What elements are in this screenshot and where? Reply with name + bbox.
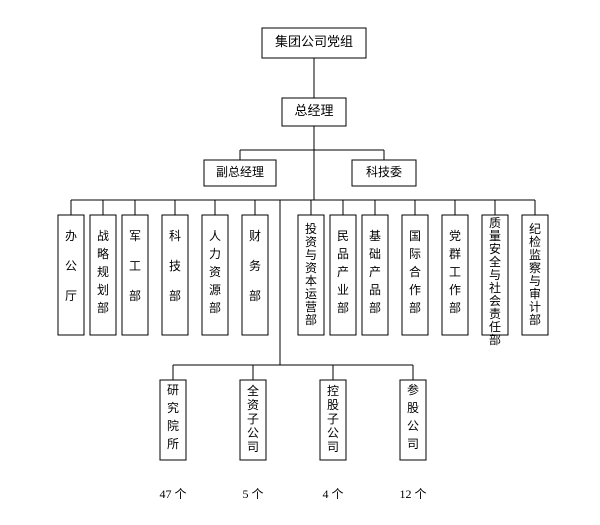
count-1: 5 个 <box>242 487 263 501</box>
vgm-label: 副总经理 <box>216 165 264 179</box>
dept-6-label: 投资与资本运营部 <box>305 221 317 327</box>
dept-9-label: 国际合作部 <box>409 229 421 315</box>
dept-4: 人力资源部 <box>202 215 228 335</box>
dept-8: 基础产品部 <box>362 215 388 335</box>
dept-6: 投资与资本运营部 <box>298 215 324 335</box>
sub-1-label: 全资子公司 <box>247 383 259 454</box>
count-2: 4 个 <box>322 487 343 501</box>
dept-12-label: 纪检监察与审计部 <box>529 222 541 327</box>
dept-10-label: 党群工作部 <box>449 228 461 315</box>
dept-8-label: 基础产品部 <box>369 229 381 315</box>
sub-2: 控股子公司 <box>320 380 346 460</box>
department-row: 办公厅 战略规划部 军工部 科技部 人力资源部 财务部 投资与资本运营部 民品产业部 基础产品部… <box>58 215 548 347</box>
dept-11: 质量安全与社会责任部 <box>482 215 508 347</box>
sub-0: 研究院所 <box>160 380 186 460</box>
dept-3: 科技部 <box>162 215 188 335</box>
dept-1-label: 战略规划部 <box>97 229 109 315</box>
dept-4-label: 人力资源部 <box>209 229 221 315</box>
dept-2: 军工部 <box>122 215 148 335</box>
dept-5: 财务部 <box>242 215 268 335</box>
subsidiary-row: 研究院所 全资子公司 控股子公司 参股公司 <box>160 380 426 460</box>
dept-3-label: 科技部 <box>169 229 181 303</box>
dept-7-label: 民品产业部 <box>337 229 349 315</box>
dept-10: 党群工作部 <box>442 215 468 335</box>
dept-7: 民品产业部 <box>330 215 356 335</box>
sub-1: 全资子公司 <box>240 380 266 460</box>
count-3: 12 个 <box>399 487 426 501</box>
node-gm: 总经理 <box>282 98 346 126</box>
count-0: 47 个 <box>159 487 186 501</box>
dept-9: 国际合作部 <box>402 215 428 335</box>
dept-12: 纪检监察与审计部 <box>522 215 548 335</box>
node-vgm: 副总经理 <box>204 160 276 186</box>
dept-11-label: 质量安全与社会责任部 <box>489 216 501 347</box>
root-label: 集团公司党组 <box>275 34 353 49</box>
dept-2-label: 军工部 <box>129 229 141 303</box>
org-chart: 集团公司党组 总经理 副总经理 科技委 办公厅 战略规划部 军工部 科技部 人力资源部 财… <box>0 0 600 525</box>
dept-0: 办公厅 <box>58 215 84 335</box>
dept-1: 战略规划部 <box>90 215 116 335</box>
dept-0-label: 办公厅 <box>65 228 77 303</box>
node-tech: 科技委 <box>352 160 416 186</box>
sub-2-label: 控股子公司 <box>327 384 339 454</box>
count-row: 47 个 5 个 4 个 12 个 <box>159 487 426 501</box>
dept-5-label: 财务部 <box>249 229 261 303</box>
node-root: 集团公司党组 <box>262 28 366 58</box>
sub-3: 参股公司 <box>400 380 426 460</box>
gm-label: 总经理 <box>294 103 333 118</box>
tech-label: 科技委 <box>366 165 402 179</box>
